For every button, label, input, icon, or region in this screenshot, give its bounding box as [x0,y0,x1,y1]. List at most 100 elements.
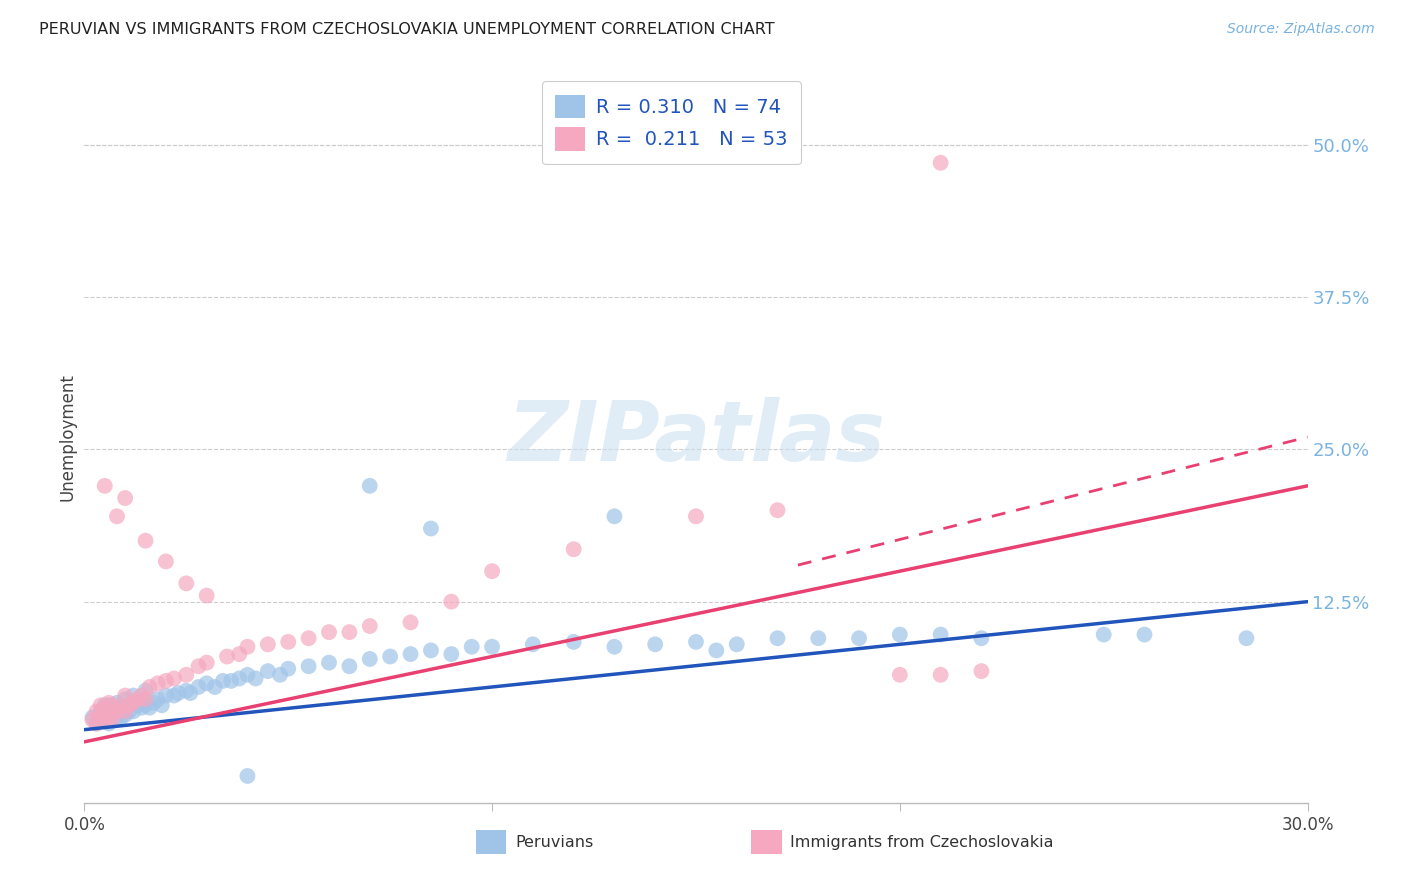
Point [86,716,108,731]
Point [93,698,115,713]
Point [228,647,250,661]
Point [118,705,141,719]
Point [257,664,280,678]
Point [339,659,361,673]
Point [807,632,830,646]
Point [603,640,626,654]
Point [685,635,707,649]
Point [155,673,177,688]
Point [848,632,870,646]
Point [603,509,626,524]
Point [150,698,173,713]
Point [481,640,503,654]
Text: Peruvians: Peruvians [515,835,593,850]
Point [929,667,952,681]
Point [114,708,136,723]
Point [245,672,267,686]
Point [155,689,177,703]
Point [82,710,104,724]
Point [228,672,250,686]
Point [236,769,259,783]
Point [359,652,381,666]
Point [562,542,585,557]
Point [122,696,145,710]
Point [105,710,128,724]
Point [97,705,120,719]
Point [1133,627,1156,641]
Point [766,632,789,646]
Point [114,491,136,505]
Point [889,667,911,681]
Text: PERUVIAN VS IMMIGRANTS FROM CZECHOSLOVAKIA UNEMPLOYMENT CORRELATION CHART: PERUVIAN VS IMMIGRANTS FROM CZECHOSLOVAK… [39,22,775,37]
Point [399,615,422,630]
Point [706,643,728,657]
Point [135,692,157,706]
Point [146,692,169,706]
Point [277,662,299,676]
Point [90,705,112,719]
Point [101,710,124,724]
Point [127,692,149,706]
Point [93,479,115,493]
Point [399,647,422,661]
Point [167,686,190,700]
Point [269,667,291,681]
Point [318,656,340,670]
Point [82,713,104,727]
Point [105,705,128,719]
FancyBboxPatch shape [751,830,782,854]
Point [101,710,124,724]
Point [440,647,463,661]
Point [93,710,115,724]
Point [195,656,218,670]
Point [114,689,136,703]
Y-axis label: Unemployment: Unemployment [58,373,76,501]
Point [179,686,201,700]
Point [212,673,235,688]
Point [318,625,340,640]
Point [101,698,124,713]
Point [174,576,197,591]
Point [97,716,120,731]
Point [766,503,789,517]
Text: Source: ZipAtlas.com: Source: ZipAtlas.com [1227,22,1375,37]
Point [204,680,226,694]
Point [101,700,124,714]
Point [195,676,218,690]
Point [90,698,112,713]
Point [298,632,321,646]
Point [146,676,169,690]
Point [725,637,748,651]
Point [93,700,115,714]
Point [236,640,259,654]
Point [461,640,484,654]
Point [138,700,160,714]
Point [970,664,993,678]
Point [889,627,911,641]
Point [90,710,112,724]
Point [97,698,120,713]
Point [174,667,197,681]
Point [105,696,128,710]
Point [131,700,153,714]
Point [110,700,132,714]
Point [685,509,707,524]
Point [93,713,115,727]
Point [135,533,157,548]
Point [135,683,157,698]
Point [562,635,585,649]
Point [131,689,153,703]
Point [380,649,402,664]
Point [236,667,259,681]
Point [359,619,381,633]
Point [644,637,666,651]
Text: Immigrants from Czechoslovakia: Immigrants from Czechoslovakia [790,835,1053,850]
Point [257,637,280,651]
Point [195,589,218,603]
Point [219,673,242,688]
FancyBboxPatch shape [475,830,506,854]
Point [97,696,120,710]
Point [481,564,503,578]
Point [339,625,361,640]
Point [420,521,443,535]
